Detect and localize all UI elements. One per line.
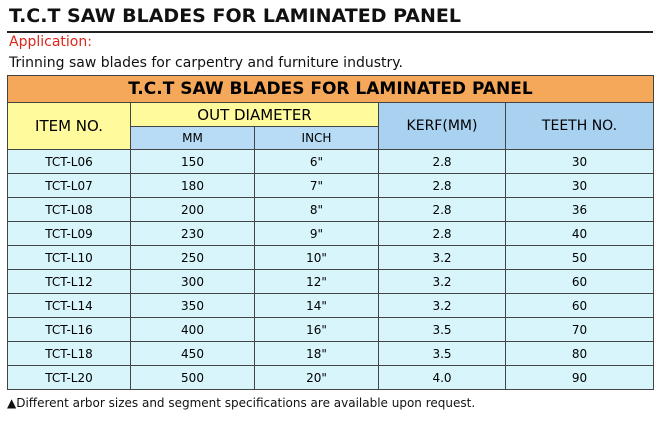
cell-kerf: 3.2: [378, 293, 506, 318]
cell-teeth: 90: [504, 365, 655, 390]
table-row: TCT-L10 250 10" 3.2 50: [7, 245, 655, 270]
table-row: TCT-L20 500 20" 4.0 90: [7, 365, 655, 390]
cell-item-no: TCT-L16: [7, 317, 131, 342]
cell-kerf: 2.8: [378, 197, 506, 222]
column-header-item-no: ITEM NO.: [7, 102, 131, 150]
cell-kerf: 3.5: [378, 317, 506, 342]
cell-mm: 180: [130, 173, 255, 198]
cell-kerf: 3.2: [378, 269, 506, 294]
table-row: TCT-L18 450 18" 3.5 80: [7, 341, 655, 366]
cell-teeth: 40: [504, 221, 655, 246]
column-header-mm: MM: [130, 126, 255, 150]
cell-mm: 250: [130, 245, 255, 270]
cell-mm: 150: [130, 149, 255, 174]
cell-mm: 300: [130, 269, 255, 294]
cell-mm: 450: [130, 341, 255, 366]
table-row: TCT-L08 200 8" 2.8 36: [7, 197, 655, 222]
cell-item-no: TCT-L12: [7, 269, 131, 294]
cell-mm: 230: [130, 221, 255, 246]
cell-item-no: TCT-L10: [7, 245, 131, 270]
cell-inch: 9": [254, 221, 379, 246]
column-header-kerf: KERF(MM): [378, 102, 506, 150]
table-row: TCT-L14 350 14" 3.2 60: [7, 293, 655, 318]
cell-inch: 18": [254, 341, 379, 366]
cell-item-no: TCT-L20: [7, 365, 131, 390]
cell-kerf: 3.5: [378, 341, 506, 366]
table-body: TCT-L06 150 6" 2.8 30 TCT-L07 180 7" 2.8 30 TCT-L0…: [7, 149, 655, 390]
saw-blade-spec-table: T.C.T SAW BLADES FOR LAMINATED PANEL ITE…: [6, 75, 655, 390]
cell-teeth: 30: [504, 149, 655, 174]
cell-item-no: TCT-L14: [7, 293, 131, 318]
footnote: ▲Different arbor sizes and segment speci…: [7, 396, 476, 410]
page-title: T.C.T SAW BLADES FOR LAMINATED PANEL: [9, 5, 461, 27]
cell-inch: 8": [254, 197, 379, 222]
cell-teeth: 36: [504, 197, 655, 222]
cell-item-no: TCT-L18: [7, 341, 131, 366]
cell-teeth: 60: [504, 293, 655, 318]
table-row: TCT-L12 300 12" 3.2 60: [7, 269, 655, 294]
application-description: Trinning saw blades for carpentry and fu…: [9, 55, 403, 71]
cell-kerf: 2.8: [378, 173, 506, 198]
table-banner: T.C.T SAW BLADES FOR LAMINATED PANEL: [6, 75, 655, 103]
cell-inch: 6": [254, 149, 379, 174]
application-label: Application:: [9, 34, 92, 50]
column-header-teeth: TEETH NO.: [504, 102, 655, 150]
column-header-out-diameter: OUT DIAMETER: [130, 102, 379, 127]
table-row: TCT-L09 230 9" 2.8 40: [7, 221, 655, 246]
column-header-inch: INCH: [254, 126, 379, 150]
cell-inch: 16": [254, 317, 379, 342]
cell-item-no: TCT-L08: [7, 197, 131, 222]
cell-teeth: 50: [504, 245, 655, 270]
cell-kerf: 2.8: [378, 149, 506, 174]
cell-inch: 12": [254, 269, 379, 294]
table-row: TCT-L06 150 6" 2.8 30: [7, 149, 655, 174]
cell-teeth: 80: [504, 341, 655, 366]
cell-inch: 14": [254, 293, 379, 318]
cell-item-no: TCT-L09: [7, 221, 131, 246]
title-divider: [7, 31, 653, 33]
cell-inch: 7": [254, 173, 379, 198]
cell-teeth: 70: [504, 317, 655, 342]
cell-mm: 350: [130, 293, 255, 318]
cell-teeth: 60: [504, 269, 655, 294]
cell-teeth: 30: [504, 173, 655, 198]
table-row: TCT-L16 400 16" 3.5 70: [7, 317, 655, 342]
cell-inch: 10": [254, 245, 379, 270]
cell-kerf: 2.8: [378, 221, 506, 246]
table-row: TCT-L07 180 7" 2.8 30: [7, 173, 655, 198]
cell-inch: 20": [254, 365, 379, 390]
cell-item-no: TCT-L06: [7, 149, 131, 174]
cell-mm: 500: [130, 365, 255, 390]
cell-kerf: 4.0: [378, 365, 506, 390]
cell-kerf: 3.2: [378, 245, 506, 270]
cell-item-no: TCT-L07: [7, 173, 131, 198]
cell-mm: 400: [130, 317, 255, 342]
cell-mm: 200: [130, 197, 255, 222]
